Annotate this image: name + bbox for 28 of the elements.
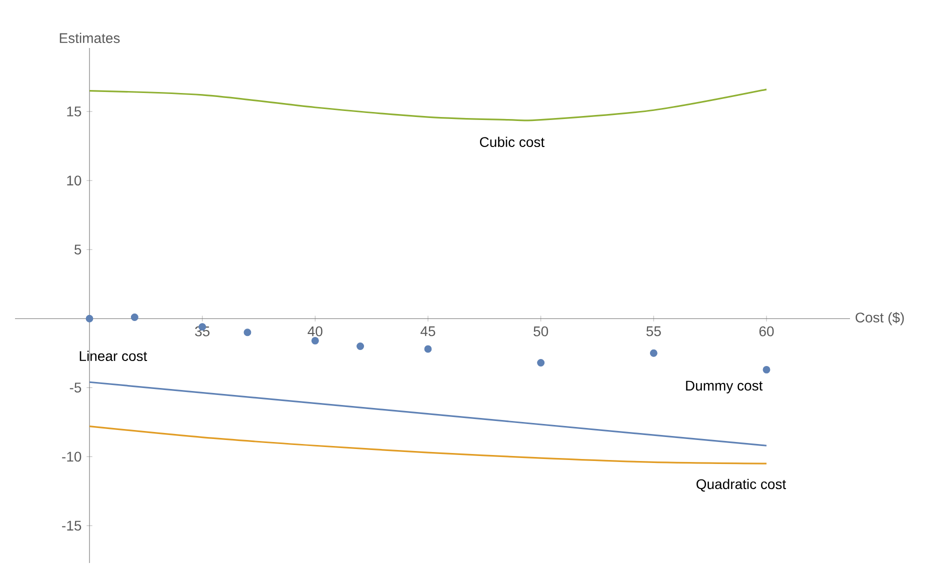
y-tick-label: 5 xyxy=(74,244,82,254)
point xyxy=(356,342,364,350)
x-tick-label: 40 xyxy=(308,326,322,336)
line-series xyxy=(88,425,768,464)
x-tick-label: 60 xyxy=(759,326,774,336)
y-tick-label: -5 xyxy=(70,382,82,393)
point xyxy=(537,359,545,367)
y-tick-label: -15 xyxy=(62,520,82,531)
y-tick-label: 15 xyxy=(67,106,82,116)
series-label: Quadratic cost xyxy=(696,478,786,492)
point xyxy=(650,349,658,357)
y-tick-label: -10 xyxy=(62,452,82,462)
series-label: Cubic cost xyxy=(480,136,544,148)
point xyxy=(86,314,94,322)
point xyxy=(424,345,432,353)
point xyxy=(311,336,319,344)
x-tick-label: 50 xyxy=(534,326,548,336)
series-label: Dummy cost xyxy=(686,380,763,394)
y-tick-label: 10 xyxy=(67,176,82,186)
x-tick-label: 45 xyxy=(420,326,436,336)
line-series xyxy=(88,88,768,122)
point xyxy=(244,328,252,336)
point xyxy=(130,313,138,321)
point xyxy=(762,366,770,374)
x-axis-title: Cost ($) xyxy=(856,312,904,326)
series-label: Linear cost xyxy=(80,350,148,362)
x-tick-label: 55 xyxy=(646,326,661,336)
y-axis-title: Estimates xyxy=(60,32,120,44)
